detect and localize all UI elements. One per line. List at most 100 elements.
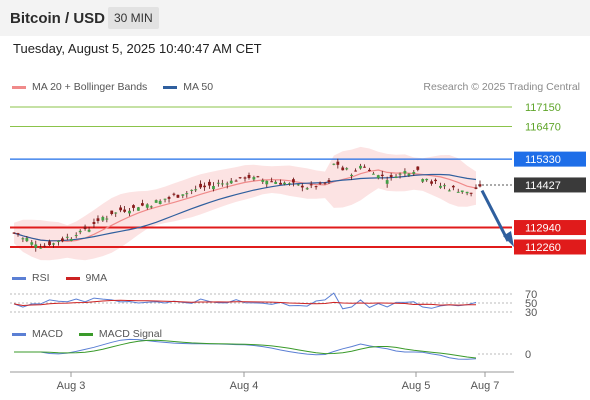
candle-body [332, 163, 336, 165]
candle-body [128, 210, 131, 214]
candle-body [92, 222, 96, 225]
level-label-117150: 117150 [525, 102, 561, 114]
macd-legend: MACD MACD Signal [12, 328, 178, 340]
candle-body [385, 180, 389, 184]
candle-body [270, 181, 274, 183]
legend-item-ma20: MA 20 + Bollinger Bands [12, 81, 147, 93]
level-tag-116470 [514, 118, 586, 134]
instrument-title: Bitcoin / USD [10, 10, 106, 27]
research-credit: Research © 2025 Trading Central [423, 81, 580, 93]
candle-body [425, 178, 429, 181]
candle-body [288, 183, 291, 185]
rsi-legend: RSI 9MA [12, 272, 123, 284]
legend-label-macd: MACD [32, 328, 63, 340]
candle-body [341, 167, 345, 171]
candle-body [83, 226, 87, 229]
candle-body [238, 177, 242, 179]
level-tag-112940 [514, 220, 586, 236]
rsi-tick-30: 30 [525, 307, 537, 319]
macd-tick-0: 0 [525, 349, 531, 361]
candle-body [327, 180, 331, 182]
level-tag-112260 [514, 239, 586, 255]
interval-badge[interactable]: 30 MIN [108, 7, 159, 29]
candle-body [256, 176, 260, 178]
rsi-ma-line [13, 299, 476, 307]
candle-body [354, 170, 358, 172]
legend-item-ma50: MA 50 [163, 81, 213, 93]
candle-body [181, 194, 185, 196]
candle-body [314, 186, 318, 188]
legend-swatch-macd [12, 332, 26, 336]
candle-body [34, 244, 38, 248]
candle-body [274, 181, 278, 184]
candle-body [96, 218, 100, 221]
moving-average-layer [13, 169, 477, 243]
candle-body [69, 238, 73, 241]
candle-body [123, 209, 127, 212]
candle-body [216, 182, 220, 184]
candle-body [318, 182, 322, 184]
candle-body [145, 204, 149, 208]
candle-body [172, 193, 176, 195]
candle-body [212, 186, 215, 190]
candle-body [203, 185, 206, 188]
legend-item-macd-signal: MACD Signal [78, 328, 162, 340]
level-label-114427: 114427 [525, 180, 561, 192]
candle-body [21, 238, 25, 240]
candle-body [57, 240, 60, 242]
macd-panel: 0 [14, 338, 531, 361]
candle-body [403, 170, 407, 174]
candle-body [199, 183, 202, 188]
candle-body [447, 190, 451, 192]
candle-body [87, 229, 91, 232]
bollinger-band-layer [14, 146, 476, 261]
candle-body [323, 182, 327, 184]
last-price-tag [514, 177, 586, 193]
rsi-line [13, 292, 477, 310]
candle-body [225, 183, 229, 185]
candle-body [39, 247, 43, 249]
candle-body [300, 185, 304, 188]
level-tag-117150 [514, 99, 586, 115]
candle-body [65, 236, 69, 238]
legend-swatch-rsi [12, 276, 26, 280]
legend-item-rsi: RSI [12, 272, 50, 284]
legend-swatch-ma50 [163, 85, 178, 89]
legend-label-9ma: 9MA [85, 272, 108, 284]
candle-body [367, 169, 371, 172]
candle-body [194, 189, 198, 191]
candle-body [380, 174, 384, 177]
macd-signal-line [14, 339, 477, 359]
candle-body [451, 185, 455, 188]
candle-body [371, 173, 375, 175]
candle-body [261, 180, 265, 182]
candle-body [163, 198, 167, 200]
x-tick-label: Aug 7 [471, 380, 500, 392]
candle-body [12, 232, 16, 234]
candle-body [52, 243, 55, 245]
candle-body [376, 175, 380, 179]
candle-body [439, 185, 442, 188]
candle-body [279, 182, 282, 185]
candle-body [176, 194, 180, 198]
candle-body [167, 197, 171, 199]
candle-body [350, 174, 354, 177]
candle-body [474, 187, 478, 189]
candles-layer [12, 158, 482, 252]
legend-item-macd: MACD [12, 328, 63, 340]
x-tick-label: Aug 4 [230, 380, 259, 392]
candle-body [61, 238, 64, 242]
candle-body [119, 207, 123, 211]
candle-body [149, 206, 153, 208]
candle-body [465, 191, 469, 194]
candle-body [252, 177, 256, 180]
candle-body [434, 179, 437, 182]
ma20-line [13, 169, 477, 243]
candle-body [359, 165, 362, 169]
rsi-tick-50: 50 [525, 298, 537, 310]
candle-body [363, 166, 366, 168]
candle-body [389, 175, 393, 177]
forecast-arrow-head [503, 231, 514, 247]
candle-body [140, 203, 144, 206]
